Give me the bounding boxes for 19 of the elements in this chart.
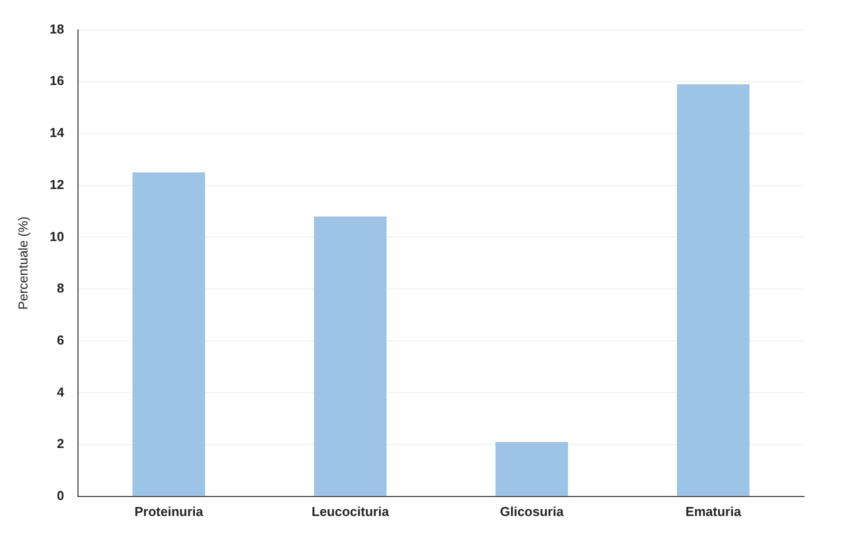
bar (314, 216, 387, 496)
y-tick-label: 6 (56, 332, 64, 348)
y-axis-title: Percentuale (%) (15, 216, 30, 310)
y-tick-label: 18 (50, 21, 64, 36)
bar (132, 172, 206, 496)
y-tick-label: 16 (50, 73, 64, 88)
bar (495, 442, 568, 496)
x-tick-label: Glicosuria (500, 504, 564, 519)
y-tick-label: 8 (56, 280, 64, 296)
y-tick-label: 14 (50, 125, 65, 140)
y-tick-label: 0 (56, 488, 64, 503)
y-tick-label: 2 (56, 436, 64, 452)
x-tick-label: Ematuria (685, 504, 742, 519)
y-tick-label: 4 (56, 384, 65, 400)
x-tick-label: Leucocituria (312, 504, 390, 519)
x-tick-label: Proteinuria (134, 504, 204, 519)
y-tick-label: 12 (50, 176, 64, 192)
y-tick-label: 10 (50, 228, 64, 244)
bar (676, 84, 750, 496)
